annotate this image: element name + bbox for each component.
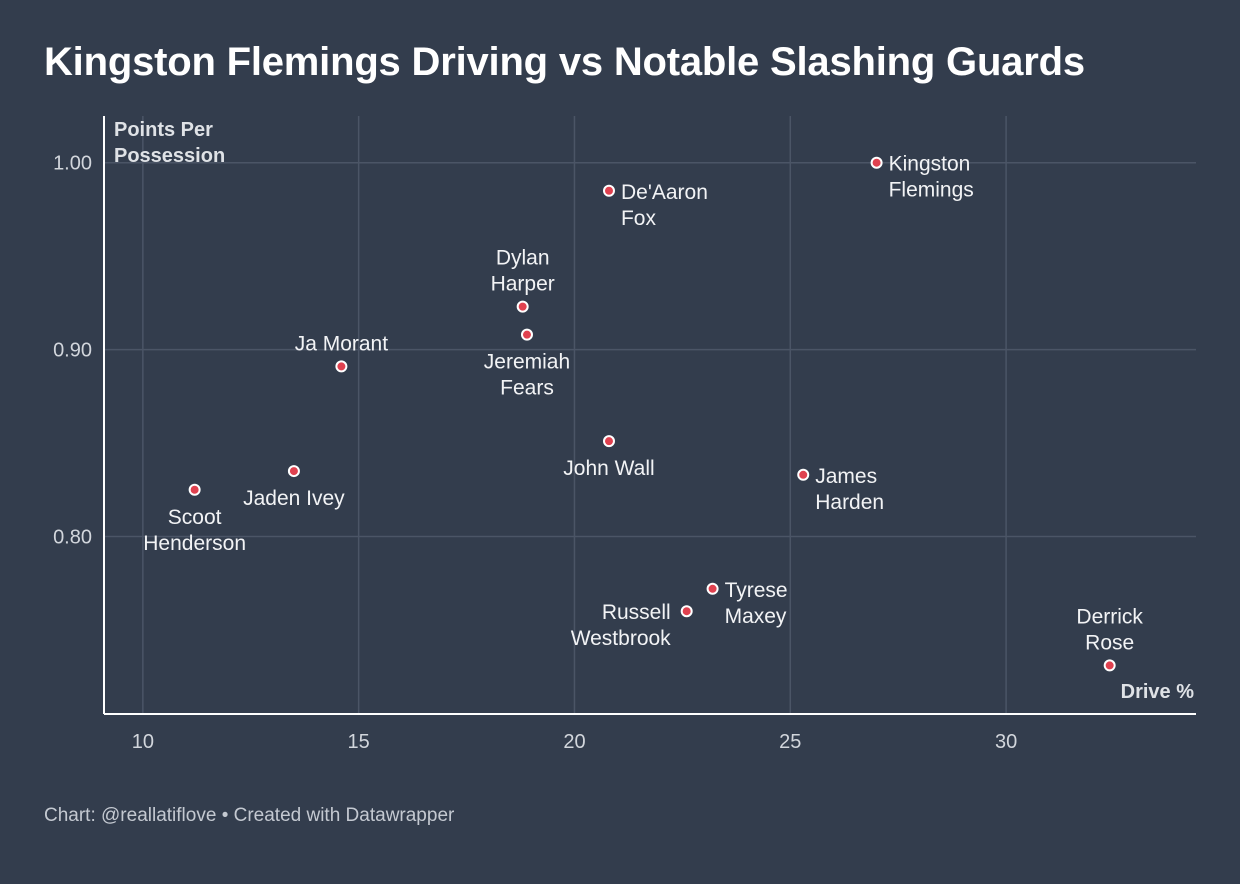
y-tick-label: 0.80: [53, 526, 92, 548]
axes: [103, 116, 1196, 715]
data-point: [188, 483, 201, 496]
x-axis-title: Drive %: [1121, 681, 1195, 703]
point-label: Kingston Flemings: [889, 153, 974, 202]
y-tick-label: 1.00: [53, 153, 92, 175]
chart-title: Kingston Flemings Driving vs Notable Sla…: [44, 40, 1085, 84]
point-labels: Kingston Flemings De'Aaron Fox Dylan Harper Je…: [143, 153, 1143, 655]
x-tick-label: 25: [779, 731, 801, 753]
chart-credit: Chart: @reallatiflove • Created with Dat…: [44, 805, 455, 826]
x-tick-label: 10: [132, 731, 154, 753]
point-label: Derrick Rose: [1076, 605, 1143, 654]
data-point: [516, 300, 529, 313]
point-label: Ja Morant: [295, 332, 389, 355]
data-points: [188, 156, 1116, 672]
data-point: [1103, 659, 1116, 672]
y-axis-title: Points Per Possession: [114, 119, 225, 167]
point-label: Jaden Ivey: [243, 487, 345, 510]
point-label: Jeremiah Fears: [484, 351, 570, 400]
point-label: De'Aaron Fox: [621, 181, 708, 230]
x-tick-label: 30: [995, 731, 1017, 753]
data-point: [706, 582, 719, 595]
data-point: [602, 435, 615, 448]
point-label: James Harden: [815, 465, 884, 514]
data-point: [287, 465, 300, 478]
data-point: [870, 156, 883, 169]
axis-titles: Points Per Possession Drive %: [114, 119, 1194, 703]
x-tick-label: 15: [348, 731, 370, 753]
y-tick-label: 0.90: [53, 340, 92, 362]
data-point: [680, 605, 693, 618]
point-label: John Wall: [563, 457, 654, 480]
data-point: [335, 360, 348, 373]
x-tick-label: 20: [563, 731, 585, 753]
data-point: [797, 468, 810, 481]
point-label: Dylan Harper: [491, 247, 555, 296]
gridlines: [104, 116, 1196, 714]
point-label: Russell Westbrook: [571, 601, 671, 650]
data-point: [520, 328, 533, 341]
point-label: Scoot Henderson: [143, 506, 246, 555]
point-label: Tyrese Maxey: [725, 579, 788, 628]
tick-labels: 10 15 20 25 30 0.80 0.90 1.00: [53, 153, 1017, 753]
data-point: [602, 184, 615, 197]
